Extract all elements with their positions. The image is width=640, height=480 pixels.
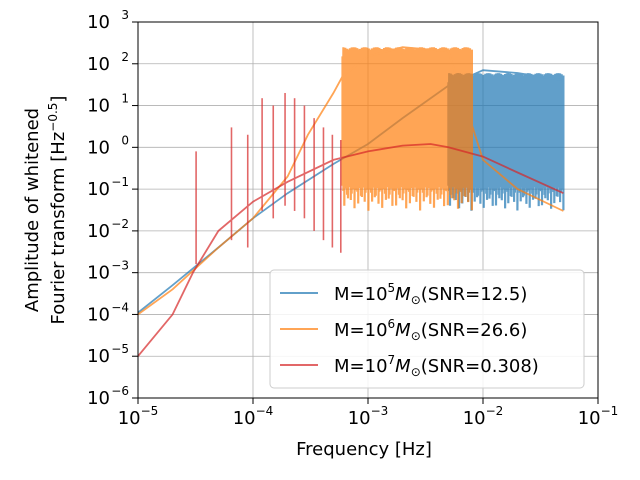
y-tick-exp: −2 <box>111 217 129 231</box>
legend-label-exp: 5 <box>388 281 396 295</box>
legend-label: M=107M⊙(SNR=0.308) <box>334 353 539 379</box>
y-tick-label: 10 0 <box>87 133 129 158</box>
legend-label-mass-symbol: M <box>395 284 411 305</box>
y-tick-base: 10 <box>87 179 110 200</box>
y-axis-label-line1: Amplitude of whitened <box>22 108 43 312</box>
x-tick-label: 10−2 <box>463 404 504 429</box>
x-axis-label: Frequency [Hz] <box>296 439 432 460</box>
legend-label-exp: 7 <box>388 353 396 367</box>
y-axis-label-line2: Fourier transform [Hz−0.5] <box>46 96 69 325</box>
y-tick-label: 10−5 <box>87 342 129 367</box>
legend-label: M=105M⊙(SNR=12.5) <box>334 281 527 307</box>
y-tick-label: 10 2 <box>87 50 129 75</box>
series-2-line <box>138 46 564 316</box>
y-tick-base: 10 <box>87 346 110 367</box>
legend-label-mass-symbol: M <box>395 356 411 377</box>
legend-label-snr: (SNR=12.5) <box>421 284 528 305</box>
x-tick-label: 10−5 <box>118 404 159 429</box>
y-tick-base: 10 <box>87 12 110 33</box>
y-tick-exp: −4 <box>111 300 129 314</box>
y-axis-label-exponent: −0.5 <box>46 103 60 132</box>
series-3 <box>138 92 564 357</box>
y-tick-label: 10 1 <box>87 92 129 117</box>
y-tick-base: 10 <box>87 96 110 117</box>
y-tick-base: 10 <box>87 263 110 284</box>
y-tick-base: 10 <box>87 54 110 75</box>
legend-label-sun-symbol: ⊙ <box>411 293 421 307</box>
y-tick-label: 10 3 <box>87 8 129 33</box>
legend-box <box>269 269 585 389</box>
legend-label-prefix: M=10 <box>334 320 388 341</box>
legend-label-prefix: M=10 <box>334 284 388 305</box>
y-tick-exp: −5 <box>111 342 129 356</box>
x-tick-base: 10 <box>118 408 141 429</box>
y-tick-exp: 1 <box>121 92 129 106</box>
x-tick-label: 10−3 <box>348 404 389 429</box>
y-tick-base: 10 <box>87 221 110 242</box>
y-axis-label-end: ] <box>48 96 69 103</box>
legend-label-snr: (SNR=0.308) <box>421 356 539 377</box>
y-tick-exp: −6 <box>111 384 129 398</box>
legend: M=105M⊙(SNR=12.5)M=106M⊙(SNR=26.6)M=107M… <box>269 269 585 389</box>
legend-label-prefix: M=10 <box>334 356 388 377</box>
x-tick-exp: −5 <box>141 404 159 418</box>
y-tick-exp: −1 <box>111 175 129 189</box>
x-tick-base: 10 <box>463 408 486 429</box>
x-tick-label: 10−1 <box>578 404 619 429</box>
series-layer <box>138 46 565 357</box>
y-tick-label: 10−6 <box>87 384 129 409</box>
series-3-line <box>138 143 564 357</box>
x-tick-label: 10−4 <box>233 404 274 429</box>
y-tick-label: 10−1 <box>87 175 129 200</box>
y-tick-base: 10 <box>87 388 110 409</box>
x-tick-exp: −2 <box>486 404 504 418</box>
x-tick-base: 10 <box>233 408 256 429</box>
x-tick-base: 10 <box>578 408 601 429</box>
legend-label-snr: (SNR=26.6) <box>421 320 528 341</box>
legend-label-sun-symbol: ⊙ <box>411 329 421 343</box>
x-tick-exp: −4 <box>256 404 274 418</box>
y-tick-exp: 0 <box>121 133 129 147</box>
series-2 <box>138 46 564 316</box>
y-tick-label: 10−4 <box>87 300 129 325</box>
legend-label-sun-symbol: ⊙ <box>411 365 421 379</box>
legend-label-mass-symbol: M <box>395 320 411 341</box>
legend-label: M=106M⊙(SNR=26.6) <box>334 317 527 343</box>
y-tick-exp: 3 <box>121 8 129 22</box>
series-2-band <box>341 47 473 211</box>
legend-label-exp: 6 <box>388 317 396 331</box>
y-tick-label: 10−2 <box>87 217 129 242</box>
x-tick-exp: −3 <box>371 404 389 418</box>
y-tick-exp: 2 <box>121 50 129 64</box>
y-axis-label-2: Fourier transform [Hz−0.5] <box>46 96 69 325</box>
x-tick-exp: −1 <box>601 404 619 418</box>
y-tick-base: 10 <box>87 304 110 325</box>
y-tick-label: 10−3 <box>87 259 129 284</box>
y-tick-base: 10 <box>87 137 110 158</box>
y-axis-label-text: Fourier transform [Hz <box>48 132 69 325</box>
y-axis-label: Amplitude of whitened <box>22 108 43 312</box>
y-tick-exp: −3 <box>111 259 129 273</box>
x-tick-base: 10 <box>348 408 371 429</box>
